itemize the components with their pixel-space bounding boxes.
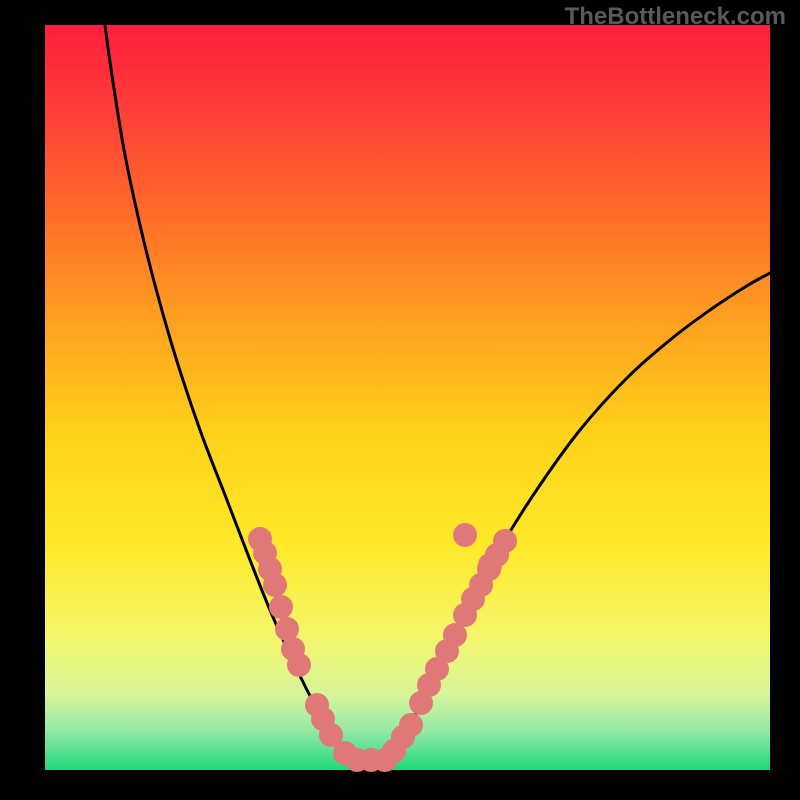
marker-dot — [399, 713, 423, 737]
marker-dot — [478, 553, 502, 577]
marker-dot — [263, 573, 287, 597]
marker-dot — [493, 529, 517, 553]
plot-area — [45, 25, 770, 770]
marker-dot — [453, 523, 477, 547]
marker-dot — [287, 653, 311, 677]
marker-dot — [269, 595, 293, 619]
curve-layer — [45, 25, 770, 770]
chart-stage: TheBottleneck.com — [0, 0, 800, 800]
watermark-label: TheBottleneck.com — [565, 3, 786, 31]
